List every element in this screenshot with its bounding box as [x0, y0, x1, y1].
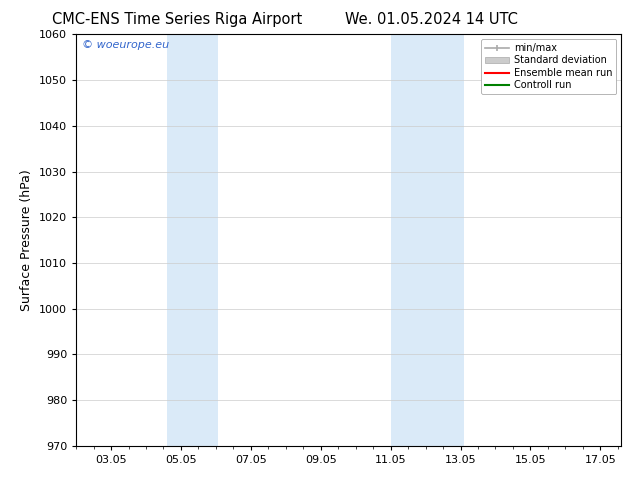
Text: CMC-ENS Time Series Riga Airport: CMC-ENS Time Series Riga Airport [53, 12, 302, 27]
Bar [167, 34, 217, 446]
Y-axis label: Surface Pressure (hPa): Surface Pressure (hPa) [20, 169, 34, 311]
Legend: min/max, Standard deviation, Ensemble mean run, Controll run: min/max, Standard deviation, Ensemble me… [481, 39, 616, 94]
Text: We. 01.05.2024 14 UTC: We. 01.05.2024 14 UTC [345, 12, 517, 27]
Text: © woeurope.eu: © woeurope.eu [82, 41, 169, 50]
Bar [391, 34, 464, 446]
